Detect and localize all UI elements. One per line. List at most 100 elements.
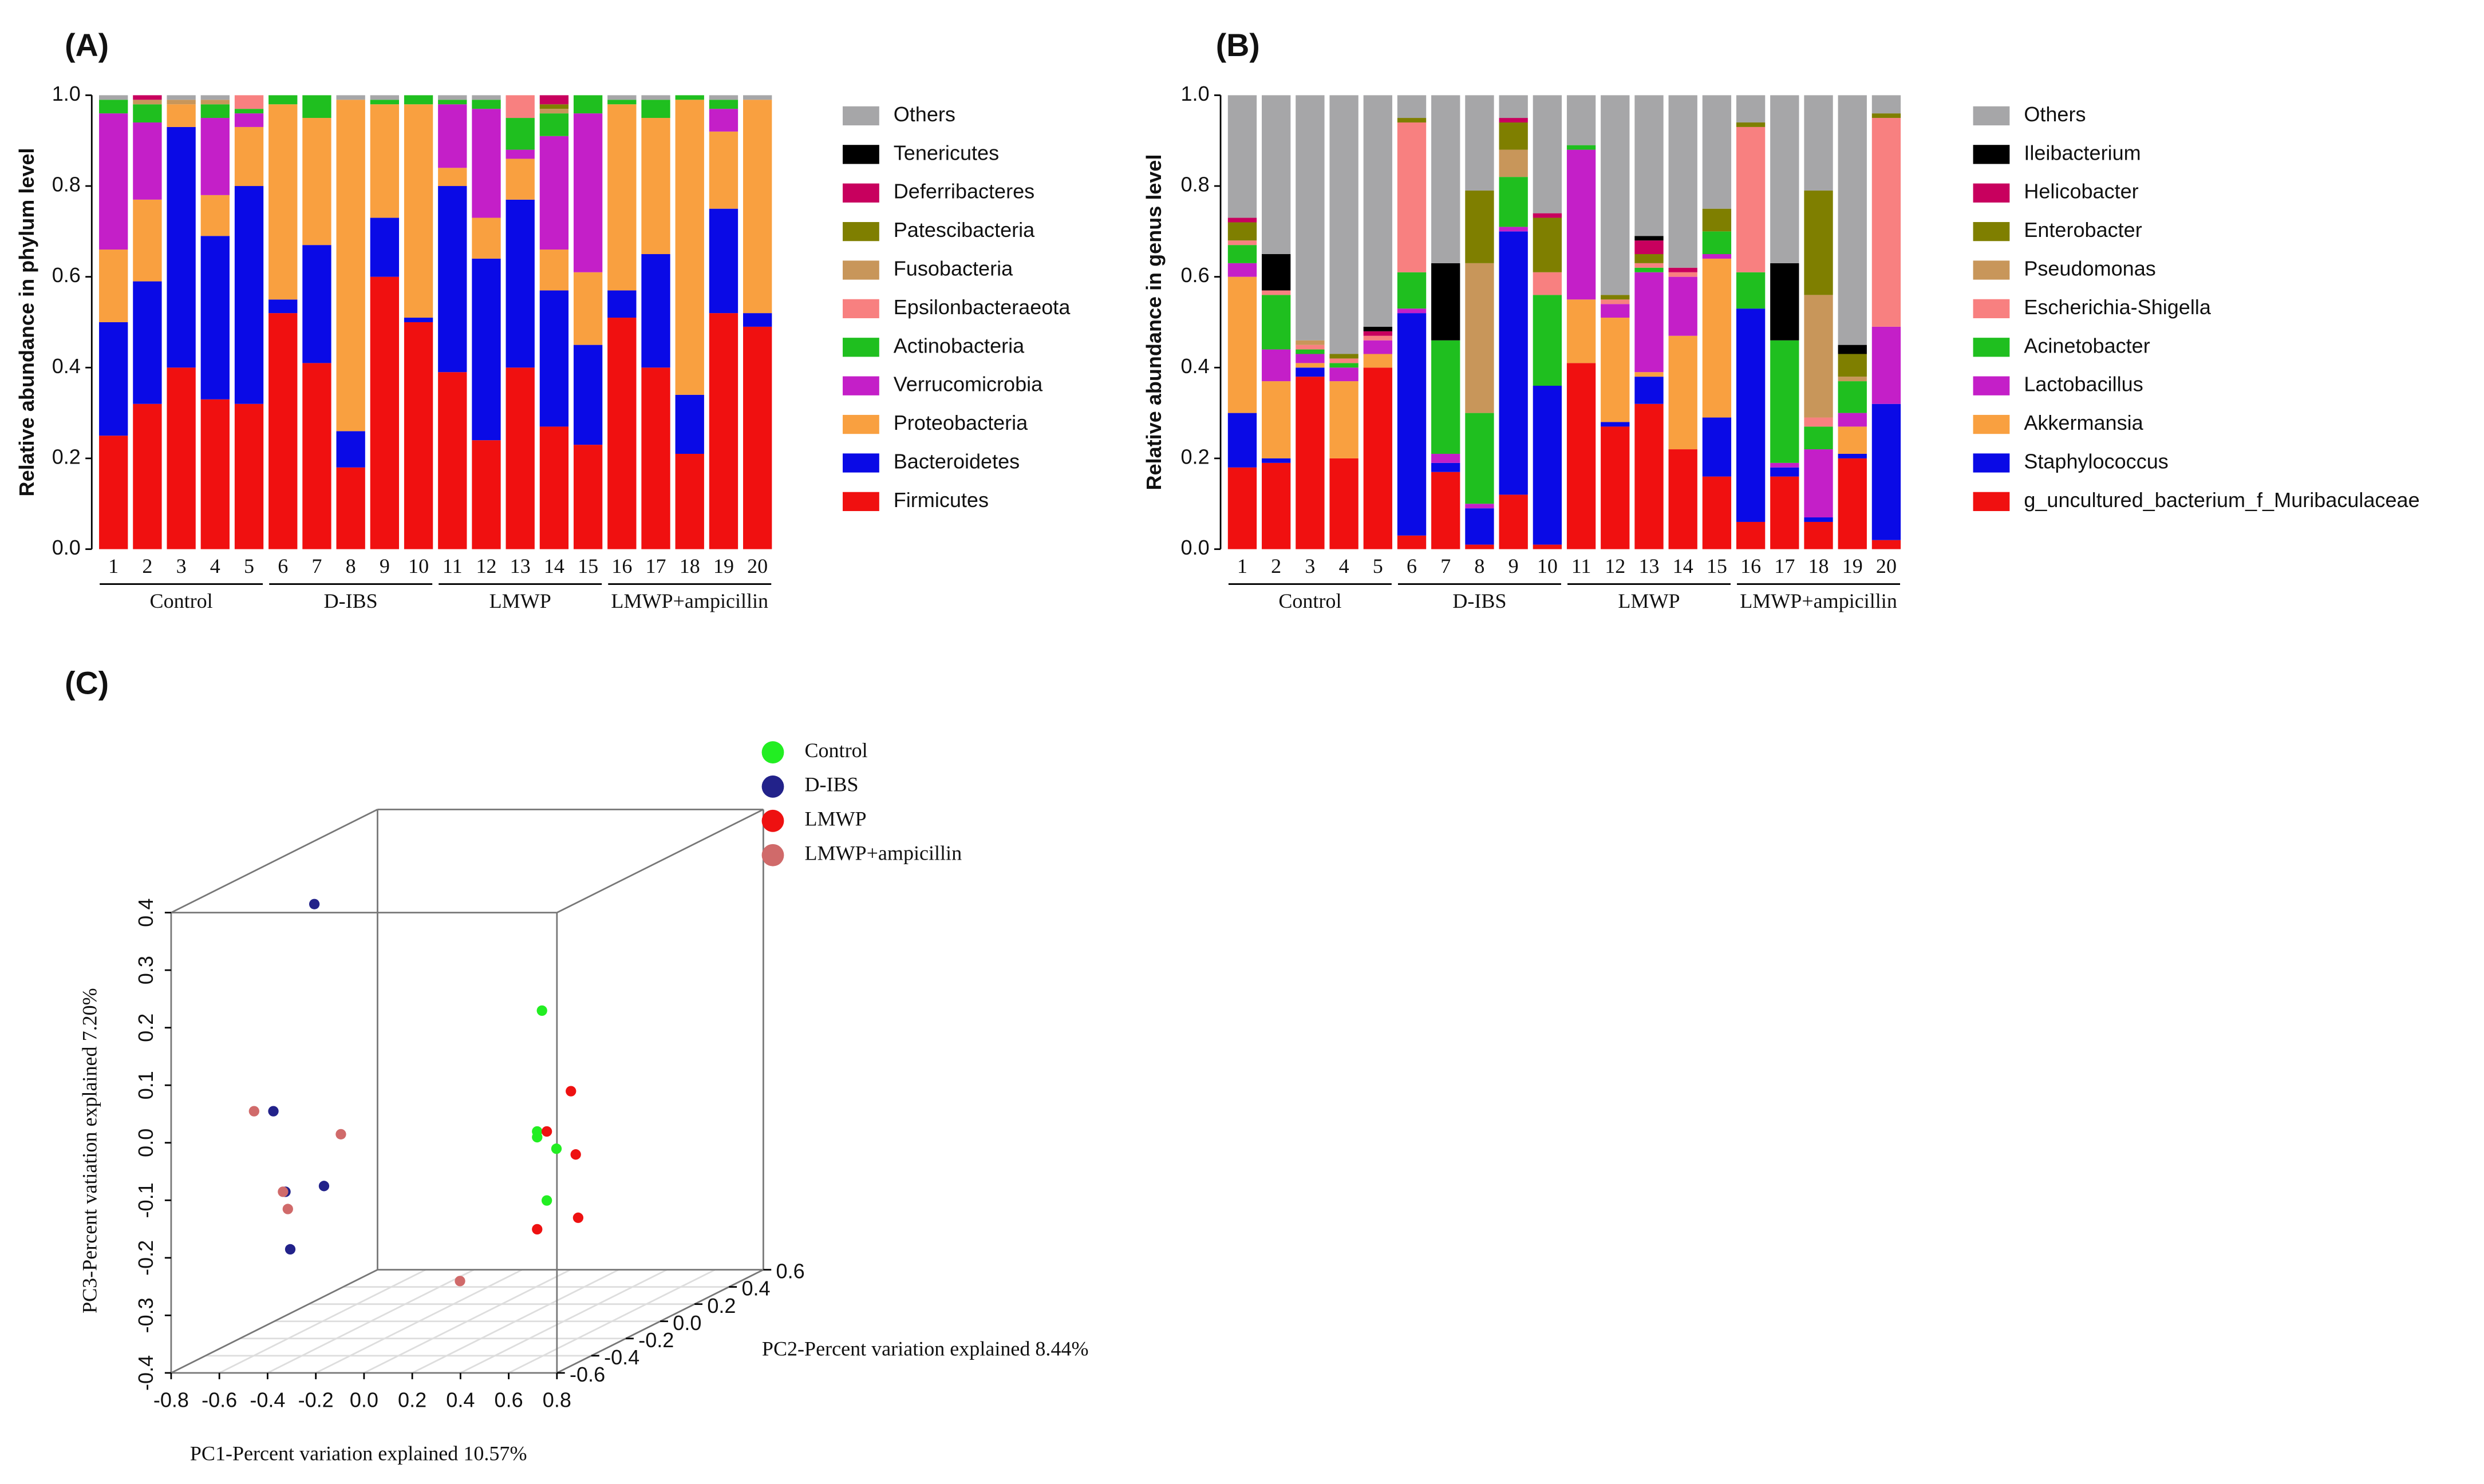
bar-segment xyxy=(1499,494,1528,549)
y-tick-label: 1.0 xyxy=(52,82,81,105)
bar-segment xyxy=(1363,335,1392,341)
bar-segment xyxy=(1431,472,1460,549)
bar-segment xyxy=(1668,267,1697,272)
bar-segment xyxy=(709,208,739,314)
bar-segment xyxy=(1296,377,1325,549)
point xyxy=(541,1195,552,1206)
y-tick-label: -0.6 xyxy=(570,1363,605,1386)
bar-segment xyxy=(234,403,264,549)
legend-swatch xyxy=(843,376,879,395)
bar-segment xyxy=(506,367,535,549)
bar-segment xyxy=(709,109,739,132)
legend-label: Staphylococcus xyxy=(2024,449,2168,473)
x-tick-label: 4 xyxy=(1339,555,1349,577)
bar-segment xyxy=(1227,263,1257,277)
bar-segment xyxy=(1329,363,1359,368)
bar-segment xyxy=(99,250,128,322)
bar-segment xyxy=(438,95,467,100)
bar-segment xyxy=(234,95,264,109)
x-tick-label: 18 xyxy=(1808,555,1829,577)
bar-segment xyxy=(1499,227,1528,232)
y-tick-label: 0.4 xyxy=(741,1277,770,1300)
legend-label: Firmicutes xyxy=(894,488,989,512)
legend-label: Proteobacteria xyxy=(894,411,1028,434)
bar-segment xyxy=(1262,290,1291,295)
x-tick-label: 12 xyxy=(476,555,496,577)
bar-segment xyxy=(99,113,128,250)
legend-swatch xyxy=(1973,453,2010,473)
bar-segment xyxy=(607,104,637,291)
bar-segment xyxy=(1702,95,1732,209)
y-tick-label: 0.6 xyxy=(1181,263,1210,287)
z-tick-label: -0.2 xyxy=(134,1240,157,1276)
bar-segment xyxy=(1668,449,1697,549)
bar-segment xyxy=(1227,222,1257,241)
bar-segment xyxy=(641,118,670,254)
legend-swatch xyxy=(1973,492,2010,511)
bar-segment xyxy=(641,100,670,118)
bar-segment xyxy=(1499,95,1528,118)
bar-segment xyxy=(675,453,704,549)
bar-segment xyxy=(133,403,162,549)
x-tick-label: 20 xyxy=(747,555,768,577)
bar-segment xyxy=(1804,449,1833,518)
legend-label: Actinobacteria xyxy=(894,334,1025,357)
bar-segment xyxy=(1499,231,1528,495)
legend-label: g_uncultured_bacterium_f_Muribaculaceae xyxy=(2024,488,2419,512)
bar-segment xyxy=(1804,426,1833,450)
bar-segment xyxy=(268,313,298,549)
x-axis-title: PC1-Percent variation explained 10.57% xyxy=(190,1442,527,1465)
bar-segment xyxy=(1227,276,1257,413)
x-tick-label: 19 xyxy=(713,555,734,577)
point xyxy=(278,1186,289,1197)
z-tick-label: -0.4 xyxy=(134,1355,157,1391)
bar-segment xyxy=(472,217,501,259)
bar-segment xyxy=(1227,467,1257,549)
bar-segment xyxy=(709,131,739,209)
bar-segment xyxy=(167,126,196,368)
bar-segment xyxy=(1566,299,1596,363)
bar-segment xyxy=(1838,458,1867,549)
bar-segment xyxy=(438,104,467,168)
y-axis-title: PC2-Percent variation explained 8.44% xyxy=(762,1337,1089,1360)
y-tick-label: 0.6 xyxy=(776,1260,805,1283)
panel-label: (C) xyxy=(65,666,109,701)
bar-segment xyxy=(268,104,298,300)
point xyxy=(455,1276,465,1287)
bar-segment xyxy=(1702,231,1732,254)
y-axis-title: Relative abundance in genus level xyxy=(1142,154,1166,490)
bar-segment xyxy=(1838,377,1867,382)
bar-segment xyxy=(1296,340,1325,345)
point xyxy=(248,1106,259,1117)
bar-segment xyxy=(1804,417,1833,427)
bar-segment xyxy=(234,109,264,114)
bar-segment xyxy=(1431,340,1460,454)
bar-segment xyxy=(607,95,637,100)
bar-segment xyxy=(539,136,569,250)
x-tick-label: 0.6 xyxy=(495,1388,523,1411)
bar-segment xyxy=(133,100,162,105)
bar-segment xyxy=(1804,95,1833,191)
bar-segment xyxy=(1871,540,1901,549)
legend-label: Acinetobacter xyxy=(2024,334,2150,357)
x-tick-label: -0.4 xyxy=(250,1388,285,1411)
bar-segment xyxy=(234,186,264,404)
bar-segment xyxy=(167,100,196,105)
bar-segment xyxy=(1702,258,1732,418)
bar-segment xyxy=(1634,263,1664,268)
x-tick-label: 20 xyxy=(1876,555,1897,577)
bar-segment xyxy=(1702,417,1732,477)
legend-label: LMWP+ampicillin xyxy=(804,841,962,864)
bar-segment xyxy=(1702,208,1732,232)
bar-segment xyxy=(1262,381,1291,458)
x-tick-label: 13 xyxy=(1638,555,1659,577)
x-tick-label: -0.6 xyxy=(202,1388,237,1411)
bar-segment xyxy=(1296,354,1325,363)
point xyxy=(532,1131,543,1143)
y-tick-label: 0.6 xyxy=(52,263,81,287)
bar-segment xyxy=(641,254,670,368)
x-tick-label: 9 xyxy=(1508,555,1519,577)
bar-segment xyxy=(1397,313,1427,536)
legend-label: Ileibacterium xyxy=(2024,141,2141,164)
bar-segment xyxy=(302,363,331,549)
